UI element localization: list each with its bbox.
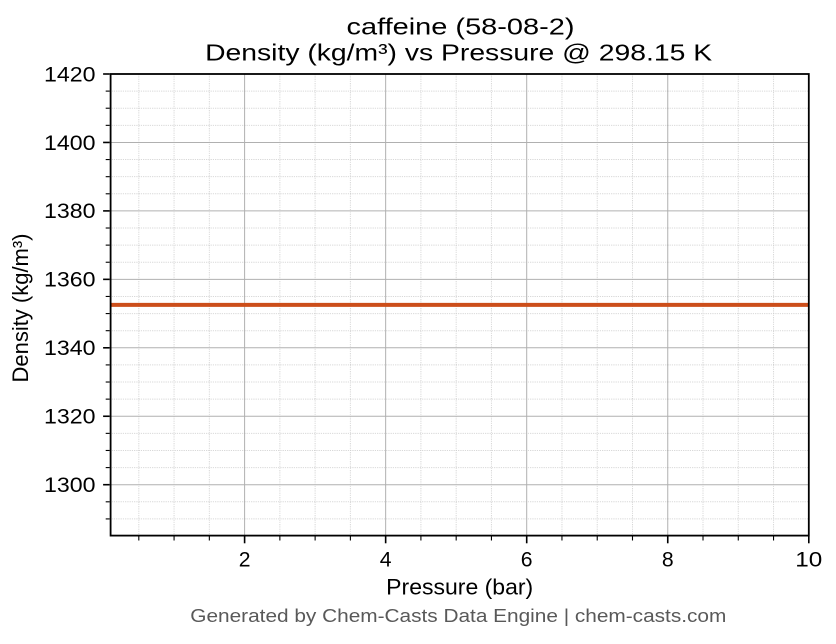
svg-text:6: 6 bbox=[521, 549, 533, 572]
svg-text:Density (kg/m³): Density (kg/m³) bbox=[8, 234, 33, 383]
svg-text:Pressure (bar): Pressure (bar) bbox=[386, 574, 533, 599]
svg-text:1300: 1300 bbox=[44, 474, 96, 497]
svg-text:4: 4 bbox=[380, 549, 392, 572]
svg-text:1340: 1340 bbox=[44, 337, 96, 360]
svg-text:1360: 1360 bbox=[44, 269, 96, 292]
svg-text:1400: 1400 bbox=[44, 132, 96, 155]
svg-text:Generated by Chem-Casts Data E: Generated by Chem-Casts Data Engine | ch… bbox=[190, 605, 726, 626]
svg-text:Density (kg/m³) vs Pressure @: Density (kg/m³) vs Pressure @ 298.15 K bbox=[205, 40, 713, 66]
svg-text:1420: 1420 bbox=[44, 63, 96, 86]
svg-text:2: 2 bbox=[239, 549, 251, 572]
svg-text:1380: 1380 bbox=[44, 200, 96, 223]
svg-text:8: 8 bbox=[662, 549, 674, 572]
svg-text:1320: 1320 bbox=[44, 406, 96, 429]
svg-text:caffeine (58-08-2): caffeine (58-08-2) bbox=[347, 14, 575, 40]
svg-text:10: 10 bbox=[795, 549, 822, 572]
